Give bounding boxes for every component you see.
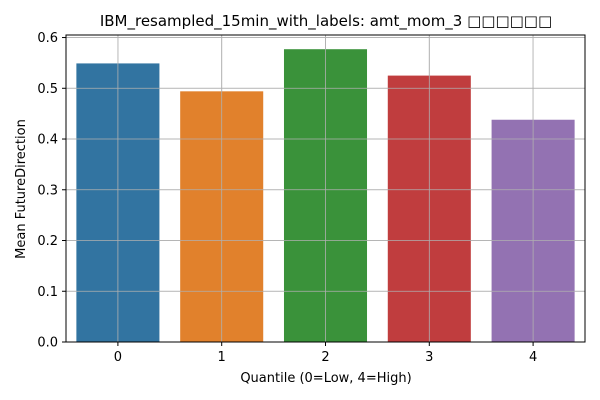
y-tick-label: 0.1 bbox=[37, 285, 58, 300]
y-tick-label: 0.0 bbox=[37, 336, 58, 351]
x-ticks: 0 1 2 3 4 bbox=[114, 342, 537, 365]
y-tick-label: 0.5 bbox=[37, 82, 58, 97]
y-ticks: 0.0 0.1 0.2 0.3 0.4 0.5 0.6 bbox=[37, 31, 66, 351]
overlay-grid-layer bbox=[66, 35, 585, 343]
y-tick-label: 0.3 bbox=[37, 183, 58, 198]
x-axis-label: Quantile (0=Low, 4=High) bbox=[240, 371, 411, 386]
chart-title: IBM_resampled_15min_with_labels: amt_mom… bbox=[100, 12, 552, 31]
y-tick-label: 0.6 bbox=[37, 31, 58, 46]
x-tick-label: 4 bbox=[529, 350, 537, 365]
x-tick-label: 2 bbox=[321, 350, 329, 365]
y-tick-label: 0.4 bbox=[37, 133, 58, 148]
x-tick-label: 0 bbox=[114, 350, 122, 365]
x-tick-label: 3 bbox=[425, 350, 433, 365]
y-axis-label: Mean FutureDirection bbox=[14, 119, 29, 259]
y-tick-label: 0.2 bbox=[37, 234, 58, 249]
x-tick-label: 1 bbox=[218, 350, 226, 365]
